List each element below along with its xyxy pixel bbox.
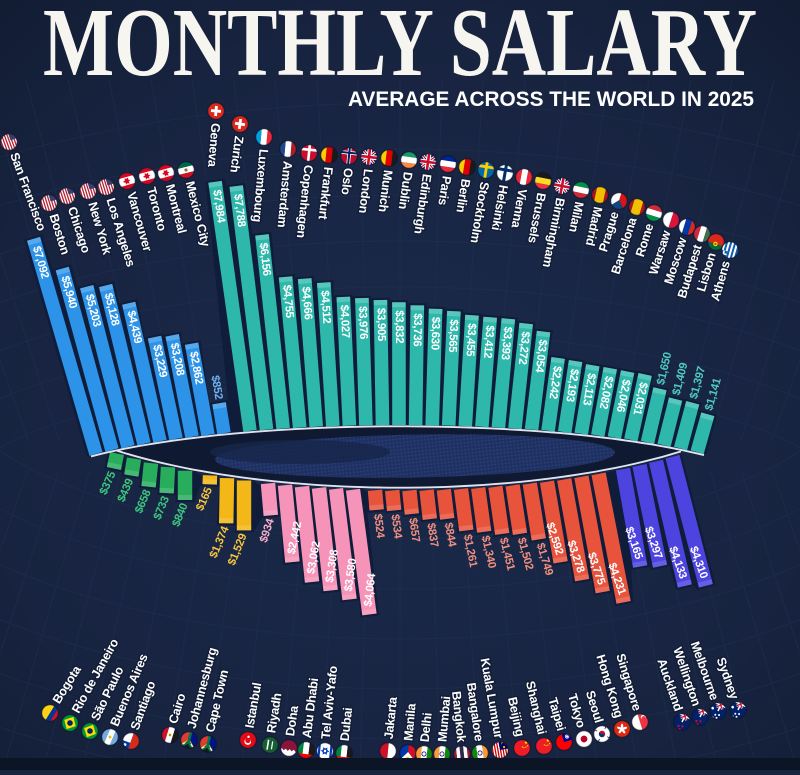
svg-text:Oslo: Oslo bbox=[338, 167, 355, 196]
svg-text:$837: $837 bbox=[424, 522, 440, 548]
svg-text:AVERAGE ACROSS THE WORLD IN 20: AVERAGE ACROSS THE WORLD IN 2025 bbox=[348, 88, 754, 111]
svg-text:Manila: Manila bbox=[401, 702, 418, 742]
svg-text:$3,976: $3,976 bbox=[356, 306, 369, 339]
svg-text:$2,082: $2,082 bbox=[597, 375, 615, 410]
svg-text:$3,308: $3,308 bbox=[324, 549, 341, 584]
svg-text:$4,755: $4,755 bbox=[280, 284, 295, 319]
svg-text:$3,630: $3,630 bbox=[428, 317, 441, 350]
svg-text:$657: $657 bbox=[406, 517, 421, 543]
svg-text:$844: $844 bbox=[442, 522, 458, 549]
svg-text:$3,565: $3,565 bbox=[446, 319, 460, 354]
svg-text:$3,062: $3,062 bbox=[305, 540, 323, 575]
svg-text:$2,862: $2,862 bbox=[187, 351, 205, 386]
svg-text:$3,736: $3,736 bbox=[411, 313, 423, 346]
svg-text:$6,156: $6,156 bbox=[257, 242, 272, 276]
svg-text:London: London bbox=[356, 168, 375, 214]
svg-text:Geneva: Geneva bbox=[205, 122, 223, 168]
svg-text:$7,788: $7,788 bbox=[231, 193, 247, 227]
svg-text:$7,984: $7,984 bbox=[210, 189, 227, 224]
svg-text:Munich: Munich bbox=[376, 169, 395, 213]
svg-text:$3,832: $3,832 bbox=[393, 310, 405, 343]
svg-text:MONTHLY SALARY: MONTHLY SALARY bbox=[43, 0, 757, 96]
svg-text:Berlin: Berlin bbox=[453, 178, 472, 214]
svg-text:$4,666: $4,666 bbox=[299, 286, 314, 320]
svg-text:$4,512: $4,512 bbox=[318, 290, 332, 324]
svg-text:Zurich: Zurich bbox=[227, 135, 246, 173]
svg-text:Dubai: Dubai bbox=[338, 707, 355, 742]
svg-text:$534: $534 bbox=[389, 514, 404, 540]
svg-text:$3,580: $3,580 bbox=[343, 558, 359, 592]
svg-text:Delhi: Delhi bbox=[418, 712, 435, 743]
svg-text:$3,054: $3,054 bbox=[532, 339, 548, 374]
svg-text:$3,455: $3,455 bbox=[463, 323, 477, 358]
svg-text:$2,193: $2,193 bbox=[563, 368, 580, 402]
svg-text:$3,412: $3,412 bbox=[481, 325, 495, 359]
svg-text:Bangkok: Bangkok bbox=[449, 690, 468, 744]
svg-text:Doha: Doha bbox=[283, 704, 301, 737]
svg-text:$3,272: $3,272 bbox=[516, 331, 531, 365]
svg-text:$4,027: $4,027 bbox=[338, 305, 352, 339]
svg-text:Jakarta: Jakarta bbox=[382, 695, 400, 740]
svg-text:$3,393: $3,393 bbox=[499, 326, 514, 360]
svg-text:$852: $852 bbox=[209, 375, 225, 401]
svg-text:Dublin: Dublin bbox=[396, 171, 415, 210]
svg-text:$2,242: $2,242 bbox=[547, 365, 563, 399]
svg-text:Paris: Paris bbox=[435, 175, 453, 206]
svg-text:Mumbai: Mumbai bbox=[435, 696, 453, 743]
svg-text:$4,064: $4,064 bbox=[362, 572, 378, 607]
svg-text:$524: $524 bbox=[371, 513, 386, 539]
svg-text:$3,905: $3,905 bbox=[375, 308, 388, 342]
svg-text:$2,113: $2,113 bbox=[580, 372, 597, 406]
